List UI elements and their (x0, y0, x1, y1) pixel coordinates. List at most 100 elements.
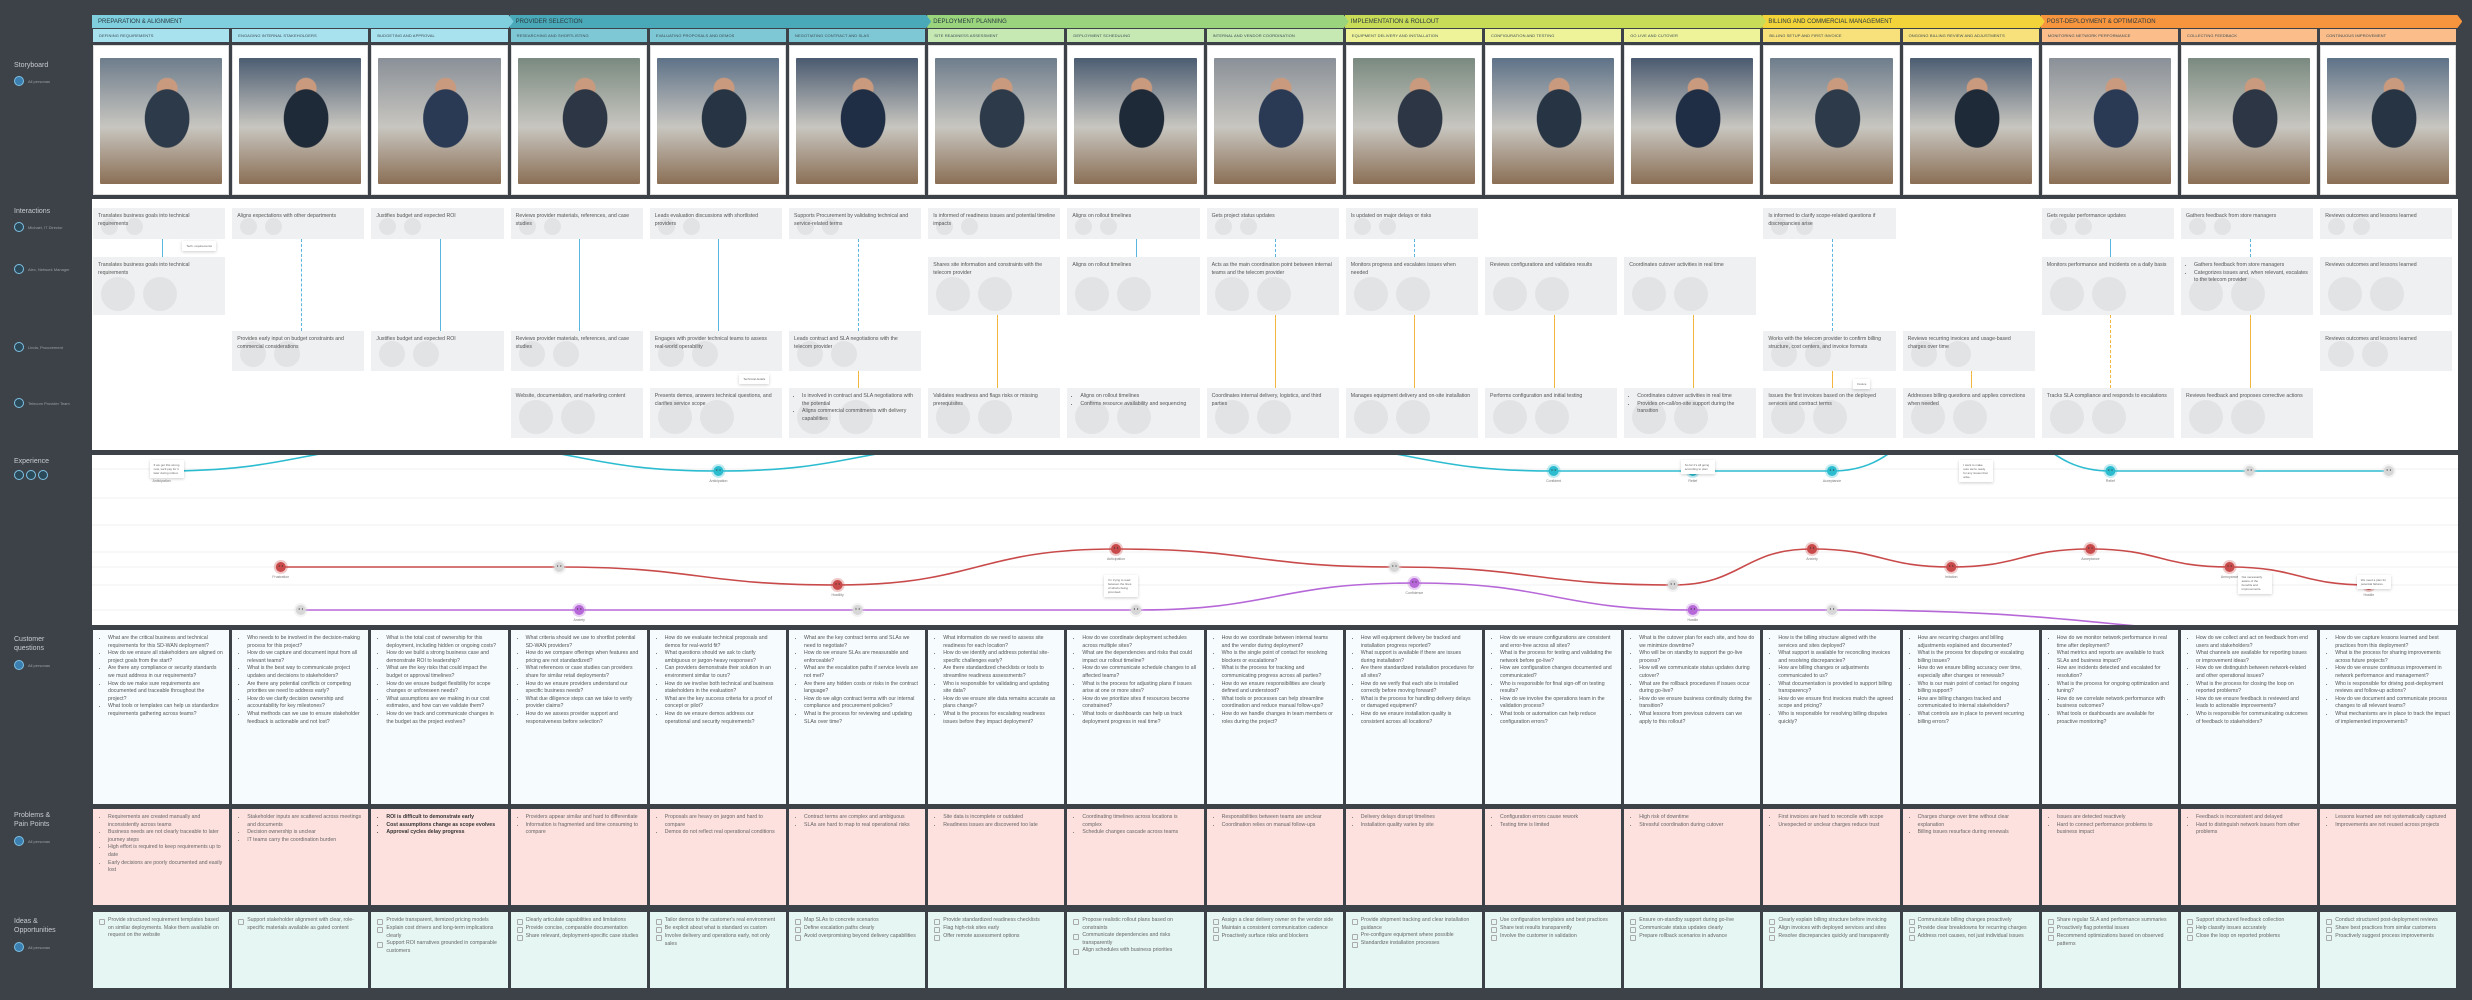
pain-points-card[interactable]: Providers appear similar and hard to dif… (510, 809, 647, 905)
experience-quote[interactable]: We need a plan for potential failures. (2356, 575, 2391, 589)
ideas-card[interactable]: Conduct structured post-deployment revie… (2320, 912, 2457, 988)
interaction-card-telecom[interactable]: Coordinates cutover activities in real t… (1624, 388, 1757, 438)
interaction-card-linda[interactable]: Provides early input on budget constrain… (232, 331, 365, 371)
idea-checkbox-item[interactable]: Provide standardized readiness checklist… (934, 917, 1058, 925)
idea-checkbox-item[interactable]: Be explicit about what is standard vs cu… (656, 925, 780, 933)
emotion-face-icon[interactable] (1944, 560, 1959, 574)
idea-checkbox-item[interactable]: Align invoices with deployed services an… (1769, 925, 1893, 933)
ideas-card[interactable]: Propose realistic rollout plans based on… (1067, 912, 1204, 988)
step-header[interactable]: Defining requirements (93, 29, 230, 42)
idea-checkbox-item[interactable]: Close the loop on reported problems (2187, 933, 2311, 941)
emotion-face-icon[interactable] (830, 578, 845, 592)
step-header[interactable]: Researching and shortlisting (510, 29, 647, 42)
interaction-card-michael[interactable]: Justifies budget and expected ROI (371, 208, 504, 239)
storyboard-frame[interactable] (789, 45, 926, 195)
interaction-card-linda[interactable]: Works with the telecom provider to confi… (1763, 331, 1896, 371)
idea-checkbox-item[interactable]: Support structured feedback collection (2187, 917, 2311, 925)
phase-0[interactable]: PREPARATION & ALIGNMENT (92, 15, 514, 28)
idea-checkbox-item[interactable]: Proactively flag potential issues (2048, 925, 2172, 933)
idea-checkbox-item[interactable]: Communicate dependencies and risks trans… (1073, 932, 1197, 947)
emotion-face-icon[interactable] (552, 560, 567, 574)
idea-checkbox-item[interactable]: Clearly articulate capabilities and limi… (517, 917, 641, 925)
pain-points-card[interactable]: Issues are detected reactivelyHard to co… (2041, 809, 2178, 905)
ideas-card[interactable]: Assign a clear delivery owner on the ven… (1206, 912, 1343, 988)
emotion-face-icon[interactable] (850, 603, 865, 617)
interaction-note[interactable]: Tech. requirements (182, 241, 216, 251)
pain-points-card[interactable]: Contract terms are complex and ambiguous… (789, 809, 926, 905)
idea-checkbox-item[interactable]: Recommend optimizations based on observe… (2048, 933, 2172, 948)
step-header[interactable]: Equipment delivery and installation (1345, 29, 1482, 42)
storyboard-frame[interactable] (1763, 45, 1900, 195)
persona-alex[interactable]: Alex, Network Manager (14, 264, 70, 274)
step-header[interactable]: Monitoring network performance (2041, 29, 2178, 42)
emotion-face-icon[interactable] (273, 560, 288, 574)
ideas-card[interactable]: Support stakeholder alignment with clear… (232, 912, 369, 988)
interaction-card-michael[interactable]: Reviews provider materials, references, … (510, 208, 643, 239)
questions-card[interactable]: How do we capture lessons learned and be… (2320, 630, 2457, 804)
storyboard-frame[interactable] (1624, 45, 1761, 195)
questions-card[interactable]: How are recurring charges and billing ad… (1902, 630, 2039, 804)
interaction-card-telecom[interactable]: Issues the first invoices based on the d… (1763, 388, 1896, 438)
pain-points-card[interactable]: Feedback is inconsistent and delayedHard… (2181, 809, 2318, 905)
questions-card[interactable]: How do we collect and act on feedback fr… (2181, 630, 2318, 804)
idea-checkbox-item[interactable]: Define escalation paths clearly (795, 925, 919, 933)
step-header[interactable]: Negotiating contract and SLAs (789, 29, 926, 42)
storyboard-frame[interactable] (1485, 45, 1622, 195)
interaction-card-alex[interactable]: Gathers feedback from store managersCate… (2181, 257, 2314, 315)
questions-card[interactable]: How do we monitor network performance in… (2041, 630, 2178, 804)
ideas-card[interactable]: Ensure on-standby support during go-live… (1624, 912, 1761, 988)
pain-points-card[interactable]: Configuration errors cause reworkTesting… (1485, 809, 1622, 905)
step-header[interactable]: Budgeting and approval (371, 29, 508, 42)
interaction-card-alex[interactable]: Acts as the main coordination point betw… (1206, 257, 1339, 315)
idea-checkbox-item[interactable]: Provide clear breakdowns for recurring c… (1909, 925, 2033, 933)
idea-checkbox-item[interactable]: Share regular SLA and performance summar… (2048, 917, 2172, 925)
ideas-card[interactable]: Provide standardized readiness checklist… (928, 912, 1065, 988)
pain-points-card[interactable]: Delivery delays disrupt timelinesInstall… (1345, 809, 1482, 905)
idea-checkbox-item[interactable]: Provide concise, comparable documentatio… (517, 925, 641, 933)
interaction-card-telecom[interactable]: Performs configuration and initial testi… (1485, 388, 1618, 438)
avatar-michael[interactable] (14, 470, 24, 480)
ideas-card[interactable]: Clearly explain billing structure before… (1763, 912, 1900, 988)
interaction-card-michael[interactable]: Is informed of readiness issues and pote… (928, 208, 1061, 239)
idea-checkbox-item[interactable]: Ensure on-standby support during go-live (1630, 917, 1754, 925)
avatar-alex[interactable] (26, 470, 36, 480)
persona-chip-all[interactable]: All personas (14, 76, 50, 86)
phase-3[interactable]: IMPLEMENTATION & ROLLOUT (1345, 15, 1767, 28)
questions-card[interactable]: What are the key contract terms and SLAs… (789, 630, 926, 804)
emotion-face-icon[interactable] (2242, 464, 2257, 478)
storyboard-frame[interactable] (1067, 45, 1204, 195)
idea-checkbox-item[interactable]: Prepare rollback scenarios in advance (1630, 933, 1754, 941)
interaction-card-telecom[interactable]: Aligns on rollout timelinesConfirms reso… (1067, 388, 1200, 438)
step-header[interactable]: Continuous improvement (2320, 29, 2457, 42)
interaction-card-alex[interactable]: Coordinates cutover activities in real t… (1624, 257, 1757, 315)
interaction-note[interactable]: Invoice (1852, 379, 1871, 389)
questions-card[interactable]: How is the billing structure aligned wit… (1763, 630, 1900, 804)
emotion-face-icon[interactable] (2381, 464, 2396, 478)
idea-checkbox-item[interactable]: Maintain a consistent communication cade… (1213, 925, 1337, 933)
experience-quote[interactable]: I want to make sure we're ready for any … (1959, 460, 1994, 482)
interaction-card-telecom[interactable]: Presents demos, answers technical questi… (649, 388, 782, 438)
pain-points-card[interactable]: Requirements are created manually and in… (93, 809, 230, 905)
idea-checkbox-item[interactable]: Share best practices from similar custom… (2326, 925, 2450, 933)
interaction-card-michael[interactable]: Gets project status updates (1206, 208, 1339, 239)
step-header[interactable]: Site readiness assessment (928, 29, 1065, 42)
persona-chip-all[interactable]: All personas (14, 660, 50, 670)
interaction-card-telecom[interactable]: Manages equipment delivery and on-site i… (1345, 388, 1478, 438)
idea-checkbox-item[interactable]: Provide structured requirement templates… (99, 917, 223, 940)
ideas-card[interactable]: Provide shipment tracking and clear inst… (1345, 912, 1482, 988)
experience-quote[interactable]: If we get this wrong now, we'll pay for … (149, 460, 184, 478)
step-header[interactable]: Engaging internal stakeholders (232, 29, 369, 42)
storyboard-frame[interactable] (371, 45, 508, 195)
storyboard-frame[interactable] (2041, 45, 2178, 195)
interaction-card-telecom[interactable]: Validates readiness and flags risks or m… (928, 388, 1061, 438)
idea-checkbox-item[interactable]: Assign a clear delivery owner on the ven… (1213, 917, 1337, 925)
idea-checkbox-item[interactable]: Involve the customer in validation (1491, 933, 1615, 941)
interaction-card-telecom[interactable]: Addresses billing questions and applies … (1902, 388, 2035, 438)
step-header[interactable]: Internal and vendor coordination (1206, 29, 1343, 42)
storyboard-frame[interactable] (928, 45, 1065, 195)
idea-checkbox-item[interactable]: Clearly explain billing structure before… (1769, 917, 1893, 925)
emotion-face-icon[interactable] (2083, 542, 2098, 556)
questions-card[interactable]: How do we evaluate technical proposals a… (649, 630, 786, 804)
interaction-card-telecom[interactable]: Is involved in contract and SLA negotiat… (789, 388, 922, 438)
interaction-card-alex[interactable]: Reviews outcomes and lessons learned (2320, 257, 2453, 315)
